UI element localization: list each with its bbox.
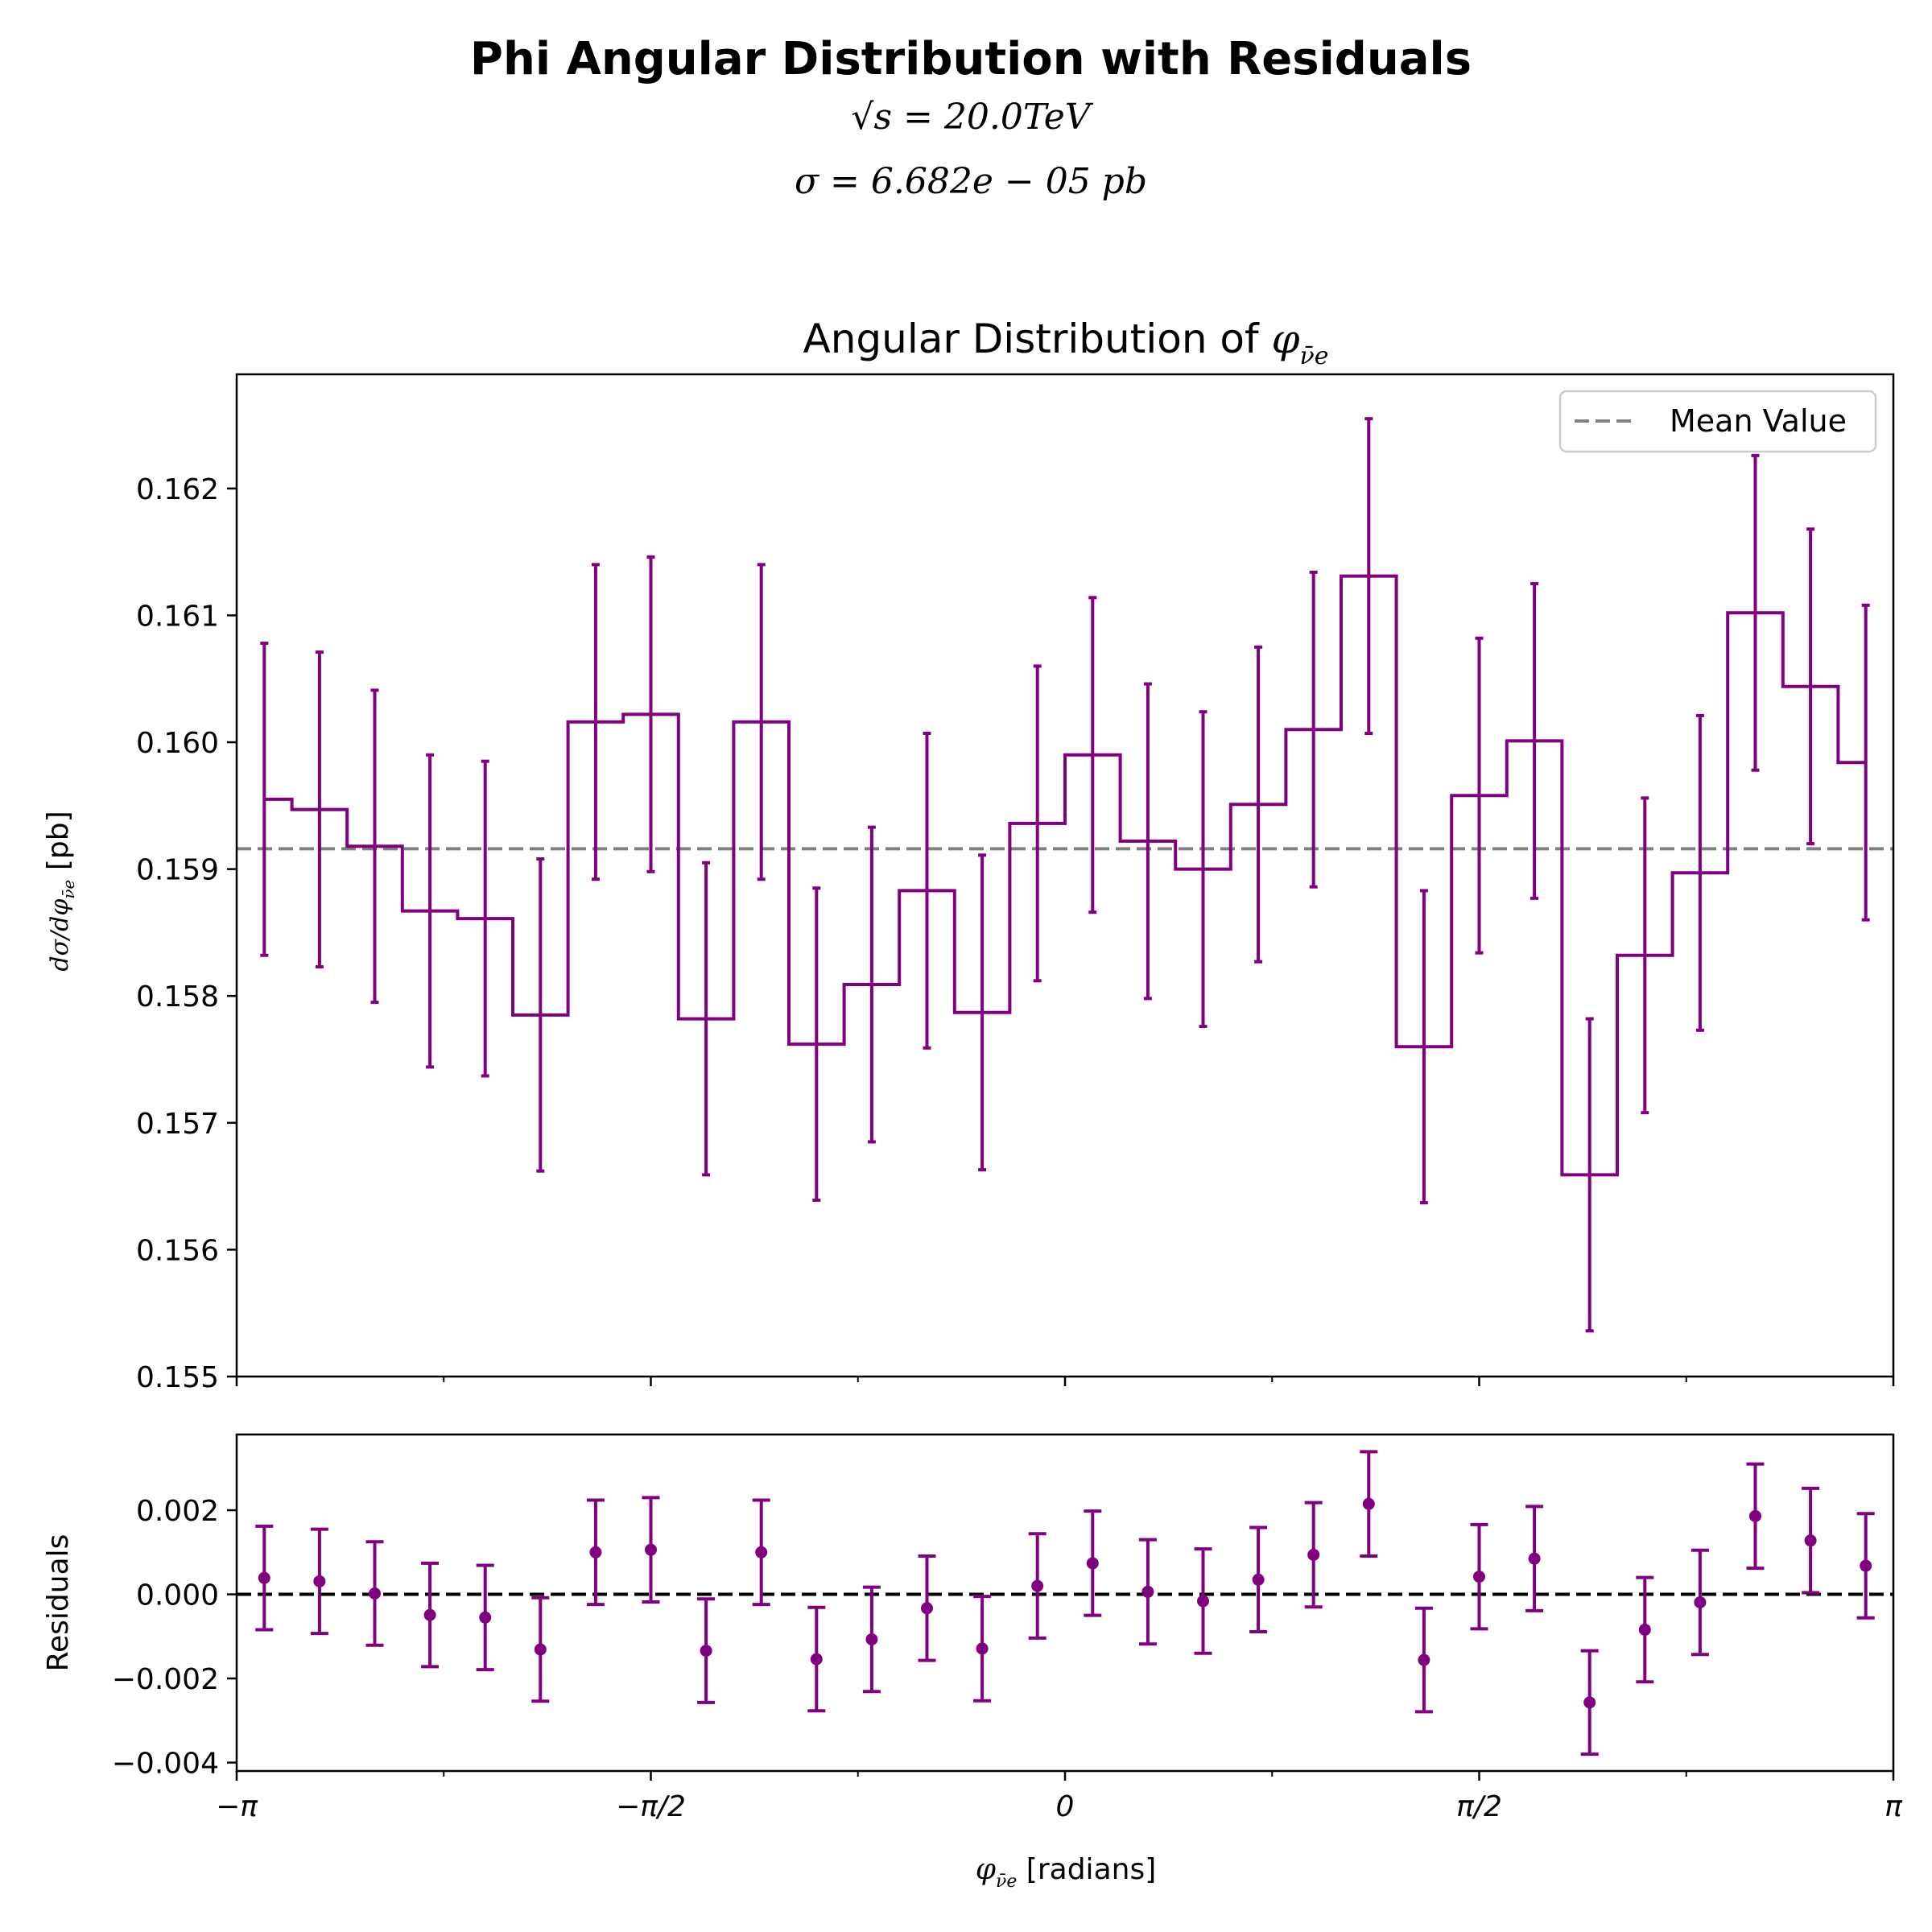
residual-point	[1694, 1596, 1707, 1608]
main-plot-y-label: dσ/dφν̄e [pb]	[42, 811, 78, 971]
residual-point	[1860, 1559, 1872, 1572]
residual-point	[369, 1587, 381, 1600]
residual-point	[865, 1633, 878, 1645]
residual-point	[1804, 1534, 1817, 1547]
main-y-tick-label: 0.162	[136, 473, 219, 506]
residual-point	[1473, 1571, 1485, 1583]
residual-point	[1086, 1557, 1099, 1570]
residual-point	[423, 1608, 436, 1621]
residual-point	[479, 1611, 492, 1624]
main-plot-title: Angular Distribution of φν̄e	[803, 316, 1329, 370]
residual-point	[645, 1543, 657, 1556]
residual-point	[1307, 1548, 1320, 1561]
main-plot-errorbars	[260, 417, 1870, 1333]
residual-point	[1749, 1509, 1761, 1522]
main-plot-x-ticks	[235, 1377, 1895, 1386]
main-y-tick-label: 0.157	[136, 1108, 219, 1141]
residual-point	[1141, 1585, 1154, 1598]
residuals-plot-frame	[235, 1433, 1895, 1773]
residual-point	[1583, 1696, 1596, 1709]
residual-point	[1362, 1497, 1375, 1510]
residuals-x-tick-label: π	[1885, 1790, 1903, 1823]
residual-point	[1252, 1573, 1265, 1586]
main-y-tick-label: 0.156	[136, 1234, 219, 1267]
main-y-tick-label: 0.158	[136, 980, 219, 1013]
residual-point	[589, 1546, 602, 1558]
residuals-y-ticks: −0.004 −0.002 0.000 0.002	[112, 1495, 237, 1781]
residual-point	[755, 1546, 768, 1558]
residuals-x-label: φν̄e [radians]	[976, 1853, 1157, 1892]
residuals-x-tick-label: 0	[1056, 1790, 1075, 1823]
residual-point	[258, 1571, 270, 1584]
main-y-tick-label: 0.161	[136, 600, 219, 633]
legend-mean-label: Mean Value	[1670, 403, 1847, 439]
residual-point	[1638, 1623, 1651, 1636]
figure-title: Phi Angular Distribution with Residuals	[470, 33, 1472, 85]
residuals-x-tick-label: −π	[216, 1790, 258, 1823]
main-y-tick-label: 0.155	[136, 1361, 219, 1394]
residuals-x-tick-label: π/2	[1456, 1790, 1502, 1823]
residual-point	[1031, 1579, 1044, 1592]
residual-point	[313, 1575, 326, 1587]
residual-point	[921, 1602, 933, 1615]
residuals-y-tick-label: 0.002	[136, 1495, 219, 1528]
residuals-x-tick-label: −π/2	[616, 1790, 686, 1823]
residual-point	[1528, 1552, 1541, 1565]
main-plot: Angular Distribution of φν̄e 0.1550.1560…	[42, 316, 1895, 1394]
residual-point	[700, 1645, 712, 1657]
residual-point	[976, 1642, 989, 1655]
residuals-plot: −0.004 −0.002 0.000 0.002 −π −π/2 0 π/2 π Resid…	[42, 1433, 1903, 1892]
residuals-y-tick-label: −0.002	[112, 1663, 219, 1696]
residuals-y-tick-label: −0.004	[112, 1748, 219, 1781]
residual-point	[1418, 1653, 1430, 1666]
residual-point	[810, 1653, 823, 1666]
svg-text:dσ/dφν̄e [pb]: dσ/dφν̄e [pb]	[42, 811, 78, 971]
residuals-y-tick-label: 0.000	[136, 1579, 219, 1612]
residual-point	[534, 1643, 547, 1656]
legend-box	[1558, 390, 1877, 453]
residuals-points	[258, 1497, 1872, 1709]
legend: Mean Value	[1558, 390, 1877, 453]
residuals-x-ticks: −π −π/2 0 π/2 π	[216, 1771, 1903, 1823]
cross-section-label: σ = 6.682e − 05 pb	[795, 161, 1147, 202]
main-y-tick-label: 0.160	[136, 727, 219, 760]
residual-point	[1197, 1595, 1209, 1608]
main-plot-frame	[235, 373, 1895, 1378]
residuals-y-label: Residuals	[42, 1534, 75, 1672]
energy-label: √s = 20.0TeV	[851, 97, 1093, 138]
main-plot-y-ticks: 0.155 0.156 0.157 0.158 0.159 0.160 0.161 0.162	[136, 473, 237, 1394]
main-y-tick-label: 0.159	[136, 854, 219, 887]
histogram-step-line	[264, 574, 1866, 1177]
